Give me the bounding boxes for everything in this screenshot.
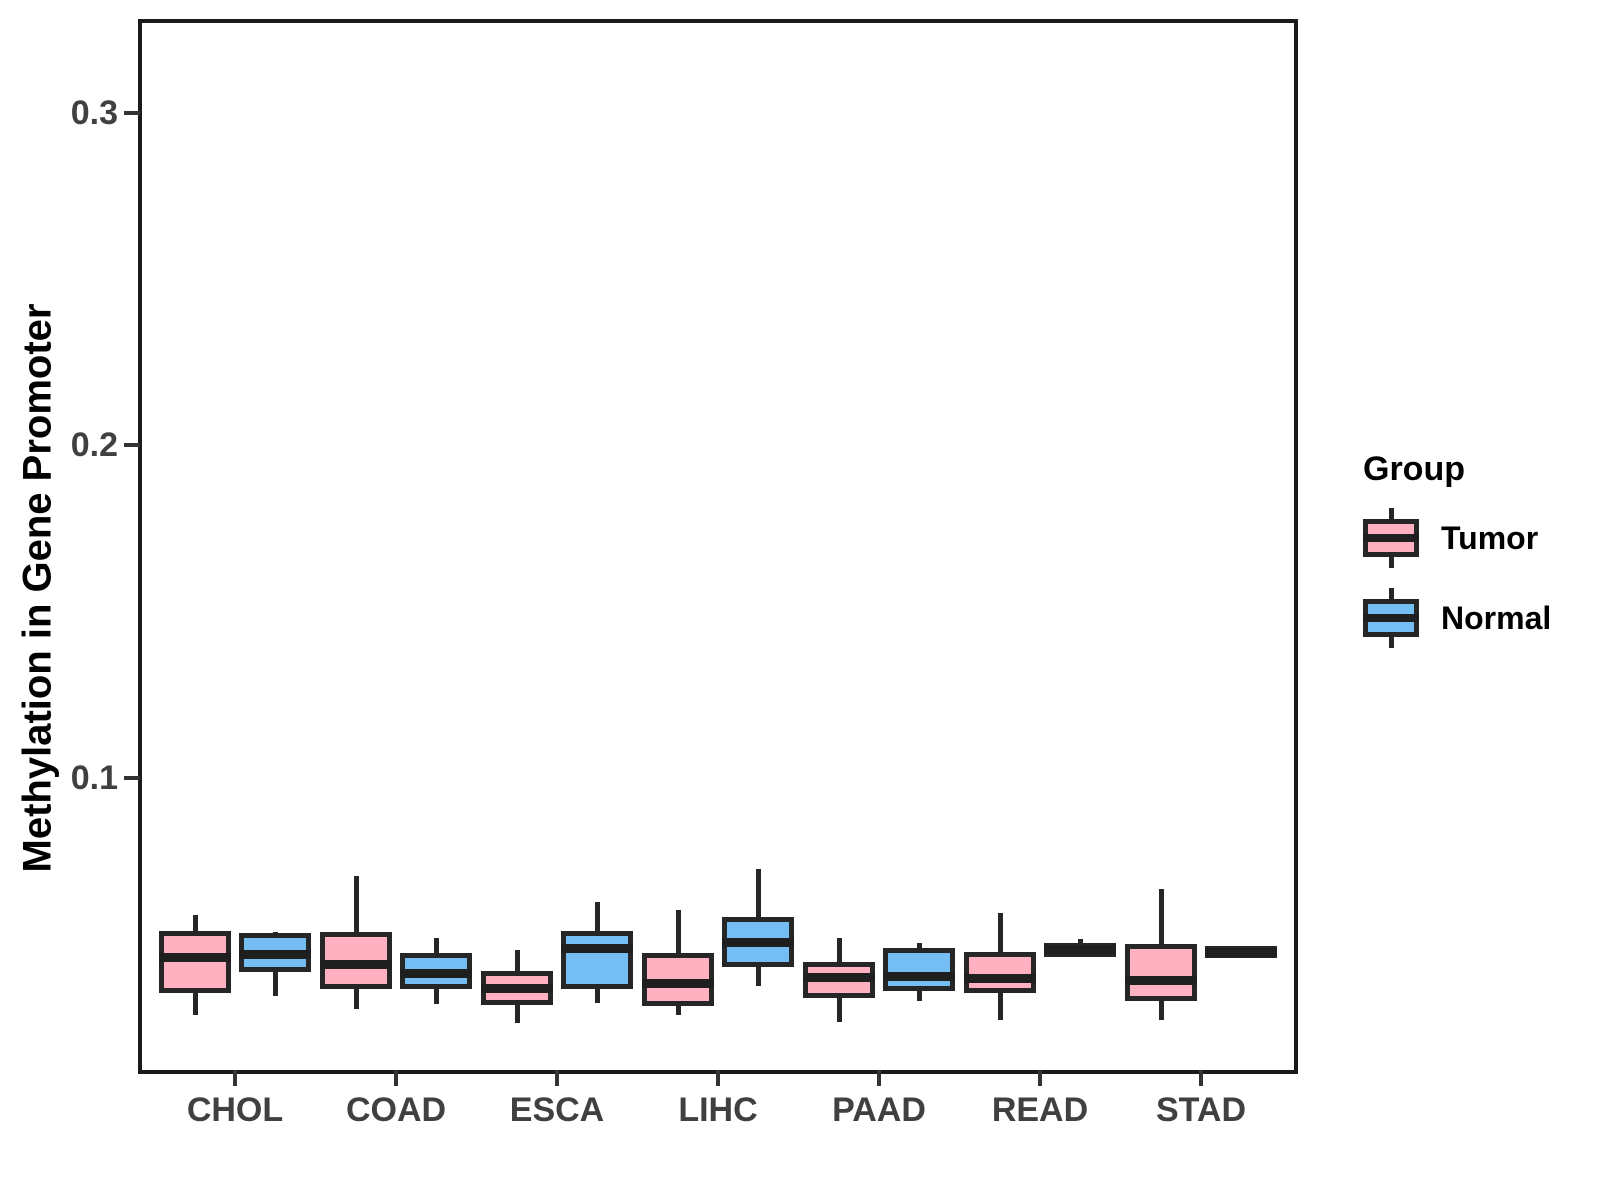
x-tick-mark [1199, 1070, 1203, 1086]
x-tick-label: CHOL [186, 1091, 284, 1129]
boxplot-read-tumor-median [964, 974, 1036, 984]
boxplot-stad-tumor-box [1125, 944, 1197, 1001]
boxplot-chol-tumor-median [159, 953, 231, 963]
legend-label-tumor: Tumor [1441, 520, 1539, 556]
boxplot-stad-normal-median [1205, 947, 1277, 957]
boxplot-read-tumor-box [964, 952, 1036, 993]
boxplot-esca-normal-median [561, 943, 633, 953]
y-tick-label: 0.2 [70, 426, 118, 465]
boxplot-esca-tumor-median [481, 983, 553, 993]
boxplot-coad-normal-median [400, 968, 472, 978]
y-tick-mark [124, 443, 140, 448]
boxplot-chol-normal-median [239, 949, 311, 959]
boxplot-coad-tumor-median [320, 960, 392, 970]
x-tick-mark [877, 1070, 881, 1086]
x-tick-mark [716, 1070, 720, 1086]
x-tick-label: PAAD [832, 1091, 926, 1129]
legend-item-tumor: Tumor [1363, 505, 1593, 571]
x-tick-label: STAD [1155, 1091, 1247, 1129]
legend-item-normal: Normal [1363, 585, 1593, 651]
x-tick-mark [233, 1070, 237, 1086]
boxplot-lihc-normal-median [722, 937, 794, 947]
x-tick-label: COAD [345, 1091, 447, 1129]
y-tick-mark [124, 110, 140, 115]
key-median [1363, 614, 1419, 622]
boxplot-key-icon [1363, 506, 1419, 570]
x-tick-label: ESCA [509, 1091, 605, 1129]
y-tick-label: 0.3 [70, 93, 118, 132]
boxplot-esca-normal-box [561, 931, 633, 989]
boxplot-stad-tumor-median [1125, 976, 1197, 986]
boxplot-paad-tumor-median [803, 972, 875, 982]
boxplot-paad-normal-median [883, 971, 955, 981]
x-tick-mark [1038, 1070, 1042, 1086]
x-tick-mark [394, 1070, 398, 1086]
plot-panel [138, 19, 1298, 1074]
boxplot-paad-normal-box [883, 948, 955, 992]
y-tick-label: 0.1 [70, 758, 118, 797]
boxplot-key-icon [1363, 586, 1419, 650]
key-median [1363, 534, 1419, 542]
x-tick-mark [555, 1070, 559, 1086]
legend-label-normal: Normal [1441, 600, 1552, 636]
boxplot-lihc-tumor-median [642, 979, 714, 989]
x-tick-label: LIHC [678, 1091, 758, 1129]
legend: Group Tumor Normal [1363, 450, 1593, 665]
legend-title: Group [1363, 450, 1465, 488]
y-tick-mark [124, 775, 140, 780]
boxplot-read-normal-median [1044, 945, 1116, 955]
x-tick-label: READ [991, 1091, 1089, 1129]
